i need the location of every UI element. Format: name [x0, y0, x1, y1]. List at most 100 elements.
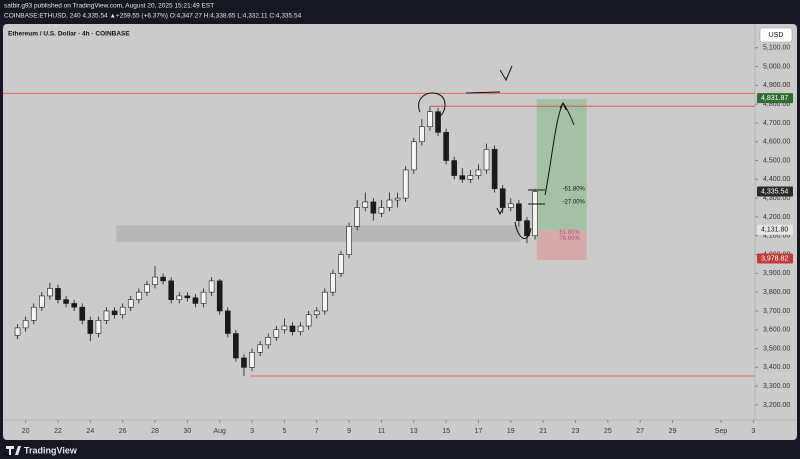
price-label: 4,131.80 — [761, 227, 788, 234]
candle-body — [322, 291, 328, 312]
candle-body — [516, 203, 522, 222]
candle-body — [370, 201, 377, 214]
x-tick-label: 11 — [378, 428, 385, 435]
y-tick-label: 4,200.00 — [763, 214, 790, 221]
y-tick-label: 5,000.00 — [763, 63, 790, 70]
x-tick-label: 30 — [183, 428, 191, 435]
zone — [536, 230, 587, 261]
x-tick-label: 22 — [54, 428, 62, 435]
candle-body — [184, 295, 191, 299]
fib-label: -61.80% — [563, 187, 586, 193]
candle-body — [30, 306, 37, 321]
price-label-box — [757, 224, 793, 235]
candle-body — [499, 188, 506, 208]
candle-body — [289, 325, 296, 332]
y-tick-label: 3,300.00 — [763, 383, 790, 390]
fib-label: -27.00% — [563, 200, 586, 206]
candle-body — [338, 254, 344, 274]
candle-body — [79, 306, 86, 321]
candle-body — [297, 325, 304, 332]
candle-body — [491, 148, 498, 190]
y-tick-label: 5,100.00 — [763, 45, 790, 52]
y-tick-label: 3,200.00 — [763, 402, 790, 409]
candle-body — [475, 169, 482, 176]
x-tick-label: 15 — [442, 428, 450, 435]
candle-body — [14, 327, 21, 336]
fib-label: 61.80% — [559, 230, 580, 236]
candle-body — [168, 280, 174, 300]
y-tick-label: 3,500.00 — [763, 345, 790, 352]
candle-body — [71, 303, 77, 308]
x-tick-label: 19 — [507, 428, 515, 435]
y-tick-label: 3,600.00 — [763, 327, 790, 334]
candle-body — [459, 175, 466, 180]
y-tick-label: 3,900.00 — [763, 270, 790, 277]
y-tick-label: 4,700.00 — [763, 120, 790, 127]
plot: 3,200.00 3,300.00 3,400.00 3,500.00 3,600.00… — [3, 45, 793, 435]
candle-body — [241, 357, 247, 368]
x-tick-label: 20 — [22, 428, 30, 435]
candle-body — [119, 306, 126, 316]
candle-body — [362, 201, 369, 208]
candle-body — [87, 320, 94, 334]
candle-body — [160, 276, 166, 282]
x-tick-label: 3 — [751, 428, 755, 435]
pen-check — [499, 65, 513, 82]
x-tick-label: 29 — [669, 428, 677, 435]
x-tick-label: Aug — [213, 428, 226, 435]
candle-body — [394, 197, 401, 201]
y-tick-label: 4,600.00 — [763, 139, 790, 146]
candle-body — [216, 280, 223, 312]
candle-body — [524, 220, 530, 237]
candle-body — [483, 148, 490, 171]
x-tick-label: Sep — [715, 428, 728, 435]
currency-button[interactable] — [759, 27, 793, 43]
y-tick-label: 4,100.00 — [763, 233, 790, 240]
x-tick-label: 7 — [315, 428, 319, 435]
candle-body — [144, 284, 150, 293]
x-tick-label: 25 — [604, 428, 612, 435]
candle-body — [233, 333, 239, 359]
x-tick-label: 23 — [572, 428, 580, 435]
logo-icon — [6, 446, 21, 455]
currency[interactable]: USD — [769, 32, 784, 39]
x-tick-label: 3 — [250, 428, 254, 435]
pen-circle — [418, 92, 446, 117]
x-tick-label: 13 — [410, 428, 418, 435]
candle-body — [22, 320, 29, 329]
candle-body — [208, 280, 215, 293]
fib-label: 78.60% — [559, 236, 580, 242]
x-tick-label: 26 — [119, 428, 127, 435]
candle-body — [386, 199, 393, 208]
y-tick-label: 3,800.00 — [763, 289, 790, 296]
candle-body — [136, 291, 142, 300]
y-tick-label: 4,500.00 — [763, 157, 790, 164]
candle-body — [330, 273, 336, 293]
candle-body — [55, 288, 61, 300]
publish-info: satbir.g93 published on TradingView.com,… — [4, 3, 214, 10]
candle-body — [249, 352, 255, 368]
candle-body — [95, 320, 102, 334]
candle-body — [419, 126, 425, 143]
candle-body — [313, 310, 320, 316]
candle-body — [152, 276, 158, 285]
candle-body — [443, 132, 449, 161]
candle-body — [507, 203, 514, 208]
y-tick-label: 3,700.00 — [763, 308, 790, 315]
y-tick-label: 4,800.00 — [763, 101, 790, 108]
candle-body — [427, 111, 433, 128]
x-tick-label: 5 — [282, 428, 286, 435]
candle-body — [281, 325, 288, 331]
candle-body — [200, 291, 207, 304]
candle-body — [410, 141, 417, 171]
candle-body — [378, 207, 385, 214]
y-tick-label: 4,400.00 — [763, 176, 790, 183]
candle-body — [402, 169, 409, 199]
price-label-box — [757, 93, 793, 104]
candle-body — [532, 191, 538, 237]
brand: TradingView — [24, 445, 78, 455]
candle-body — [127, 299, 134, 308]
zone — [116, 225, 521, 243]
